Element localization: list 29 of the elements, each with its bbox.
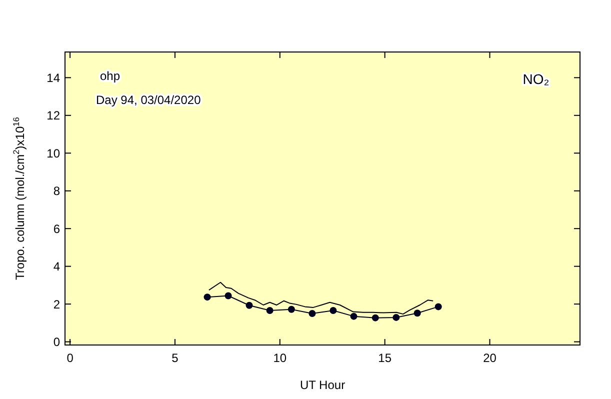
x-tick-label: 20: [483, 351, 497, 365]
y-tick-label: 2: [53, 297, 60, 312]
point: [372, 314, 379, 322]
y-tick-label: 4: [53, 260, 60, 274]
x-tick-label: 0: [66, 351, 74, 365]
y-tick-label: 6: [53, 222, 60, 236]
x-tick-label: 10: [273, 351, 287, 365]
y-tick-label: 12: [46, 108, 60, 123]
point: [246, 302, 253, 309]
point: [288, 306, 295, 313]
point: [350, 312, 358, 320]
annotation: Day 94, 03/04/2020: [96, 93, 202, 107]
y-tick-label: 8: [53, 184, 60, 198]
x-axis-title: UT Hour: [300, 378, 346, 392]
point: [330, 306, 337, 314]
point: [308, 310, 316, 317]
annotation: ohp: [100, 69, 120, 83]
x-tick-label: 15: [378, 351, 392, 365]
point: [224, 292, 232, 300]
point: [434, 303, 442, 310]
y-tick-label: 14: [46, 70, 60, 85]
x-tick-label: 5: [172, 351, 179, 365]
point: [414, 310, 421, 317]
point: [204, 294, 211, 301]
point: [266, 306, 274, 314]
y-tick-label: 10: [46, 146, 60, 160]
y-tick-label: 0: [53, 334, 60, 349]
annotation: NO₂: [522, 71, 550, 87]
point: [392, 314, 400, 321]
